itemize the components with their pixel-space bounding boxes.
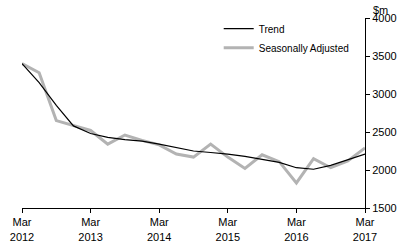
svg-text:1500: 1500 <box>372 202 396 214</box>
svg-text:Mar2014: Mar2014 <box>147 216 171 242</box>
svg-text:4000: 4000 <box>372 12 396 24</box>
svg-text:Mar2016: Mar2016 <box>284 216 308 242</box>
svg-text:$m: $m <box>373 4 388 16</box>
svg-text:3000: 3000 <box>372 88 396 100</box>
svg-text:Trend: Trend <box>259 24 285 35</box>
svg-text:3500: 3500 <box>372 50 396 62</box>
svg-text:2500: 2500 <box>372 126 396 138</box>
svg-text:Mar2012: Mar2012 <box>10 216 34 242</box>
svg-text:2000: 2000 <box>372 164 396 176</box>
svg-text:Seasonally Adjusted: Seasonally Adjusted <box>259 43 349 54</box>
svg-text:Mar2017: Mar2017 <box>353 216 377 242</box>
svg-text:Mar2013: Mar2013 <box>78 216 102 242</box>
svg-text:Mar2015: Mar2015 <box>216 216 240 242</box>
